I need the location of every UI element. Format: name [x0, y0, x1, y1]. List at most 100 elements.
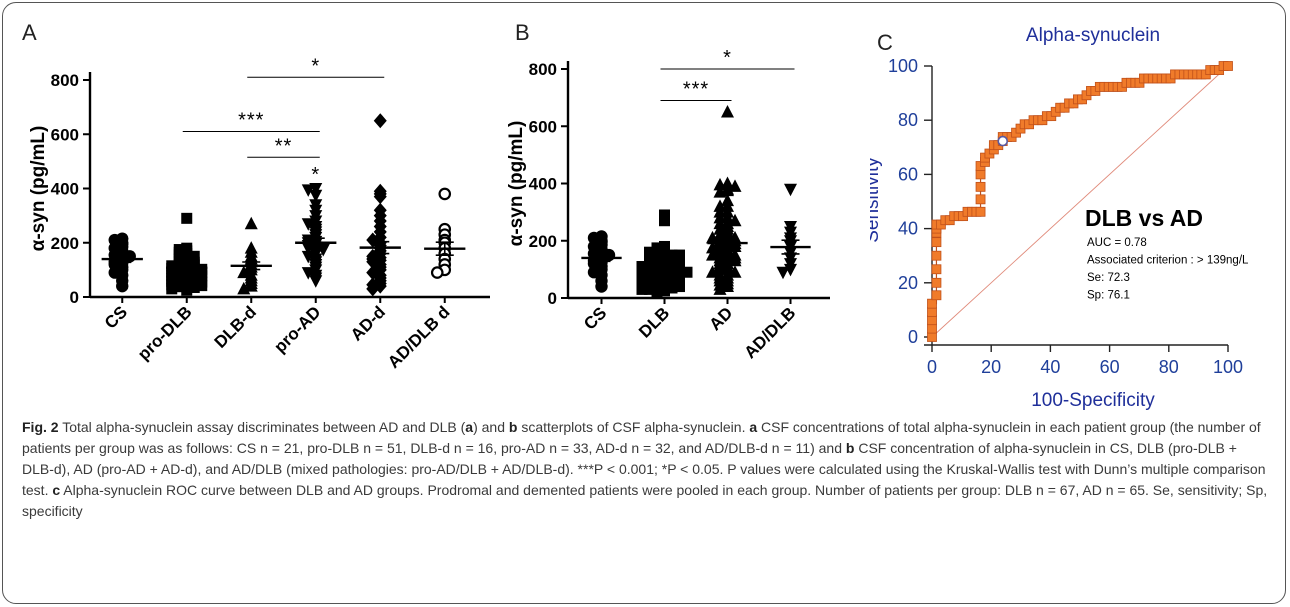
mean-sem-a	[101, 237, 466, 271]
roc-point	[931, 250, 942, 261]
category-label: CS	[101, 302, 131, 332]
data-point	[659, 215, 670, 227]
significance-b: ****	[660, 47, 795, 101]
data-point	[244, 279, 258, 292]
significance-label: ***	[238, 110, 264, 132]
axes-b: 0 200 400 600 800 CS DLB AD AD/DLB	[529, 60, 830, 362]
data-point	[636, 278, 648, 290]
data-point	[721, 279, 734, 293]
criterion-point	[997, 135, 1009, 147]
significance-label: **	[275, 135, 293, 157]
data-point	[636, 283, 648, 295]
roc-point	[931, 264, 942, 275]
roc-point	[927, 307, 937, 317]
y-tick-label: 600	[51, 125, 79, 144]
data-point	[681, 266, 693, 278]
data-point	[301, 184, 315, 197]
data-point	[674, 258, 685, 270]
roc-point	[931, 237, 942, 248]
significance-label: *	[723, 47, 732, 69]
data-point	[706, 240, 719, 254]
data-point	[666, 252, 678, 264]
caption-fig-label: Fig. 2	[22, 419, 59, 435]
roc-y-axis-label: Sensitivity	[870, 157, 883, 243]
roc-axes: 0 20 40 60 80 100 0 20 40 60 80 100	[888, 56, 1243, 377]
roc-point	[975, 194, 986, 205]
caption-ref-b2: b	[845, 440, 855, 456]
roc-diagonal	[931, 65, 1229, 338]
caption-ref-a: a	[465, 419, 474, 435]
data-point	[196, 280, 208, 292]
data-point	[728, 265, 742, 278]
scatter-chart-a: α-syn (pg/mL) 0 200 400 600 800 CS pro-DLB DLB-…	[28, 55, 490, 372]
data-point	[237, 281, 251, 295]
data-point	[181, 212, 193, 224]
roc-point	[975, 181, 986, 192]
caption-text-3: scatterplots of CSF alpha-synuclein.	[517, 419, 750, 435]
data-point	[244, 216, 258, 230]
roc-x-tick-label: 40	[1040, 357, 1060, 377]
data-point	[181, 284, 193, 296]
roc-stat-auc: AUC = 0.78	[1087, 237, 1147, 249]
roc-stat-criterion: Associated criterion : > 139ng/L	[1087, 255, 1249, 267]
y-axis-label-a: α-syn (pg/mL)	[28, 126, 49, 252]
data-point	[644, 283, 655, 295]
roc-curve	[927, 61, 1233, 342]
data-point	[721, 104, 734, 118]
data-point	[674, 272, 685, 284]
roc-point	[927, 332, 937, 342]
roc-stat-sp: Sp: 76.1	[1087, 290, 1130, 302]
roc-chart-c: Alpha-synuclein 100-Specificity Sensitiv…	[870, 25, 1249, 411]
data-point	[366, 281, 380, 297]
roc-x-tick-label: 100	[1213, 357, 1243, 377]
caption-text-6: Alpha-synuclein ROC curve between DLB an…	[22, 482, 1268, 519]
roc-point	[975, 206, 986, 217]
data-point	[674, 281, 685, 293]
category-label: AD-d	[347, 302, 389, 344]
category-label: CS	[580, 303, 610, 333]
roc-x-axis-label: 100-Specificity	[1031, 390, 1155, 411]
roc-x-tick-label: 80	[1159, 357, 1179, 377]
panel-b-letter: B	[515, 20, 530, 45]
category-label: AD/DLB	[740, 303, 799, 362]
roc-stat-se: Se: 72.3	[1087, 272, 1130, 284]
data-point	[166, 283, 178, 295]
data-point	[595, 280, 608, 293]
data-point	[666, 282, 678, 294]
data-point	[728, 253, 742, 267]
data-point	[438, 187, 452, 201]
data-point	[636, 269, 648, 281]
data-point	[713, 177, 727, 191]
roc-y-tick-label: 0	[908, 327, 918, 347]
significance-label: *	[311, 164, 320, 186]
roc-x-tick-label: 20	[981, 357, 1001, 377]
figure-caption: Fig. 2 Total alpha-synuclein assay discr…	[22, 417, 1272, 522]
scatter-chart-b: α-syn (pg/mL) 0 200 400 600 800 CS DLB AD AD/DLB…	[506, 47, 830, 362]
data-point	[784, 183, 797, 197]
category-label: pro-DLB	[134, 302, 196, 364]
data-point	[776, 266, 790, 280]
category-label: AD/DLB d	[384, 302, 454, 372]
data-point	[659, 285, 670, 297]
roc-comparison-label: DLB vs AD	[1085, 205, 1203, 231]
data-point	[237, 265, 251, 279]
data-point	[644, 246, 655, 258]
data-point	[728, 213, 742, 227]
roc-point	[931, 277, 942, 288]
category-label: AD	[706, 303, 737, 334]
caption-text-1: Total alpha-synuclein assay discriminate…	[58, 419, 466, 435]
data-point	[728, 179, 742, 192]
category-label: DLB-d	[211, 302, 260, 351]
points-b	[587, 104, 797, 298]
data-point	[196, 270, 208, 282]
caption-text-4: CSF concentrations of total alpha-synucl…	[22, 419, 1261, 456]
data-point	[674, 249, 685, 261]
caption-ref-b: b	[508, 419, 518, 435]
data-point	[188, 250, 200, 262]
roc-point	[927, 298, 937, 309]
data-point	[373, 113, 387, 129]
data-point	[173, 281, 185, 293]
data-point	[713, 282, 727, 295]
category-label: DLB	[635, 303, 673, 341]
